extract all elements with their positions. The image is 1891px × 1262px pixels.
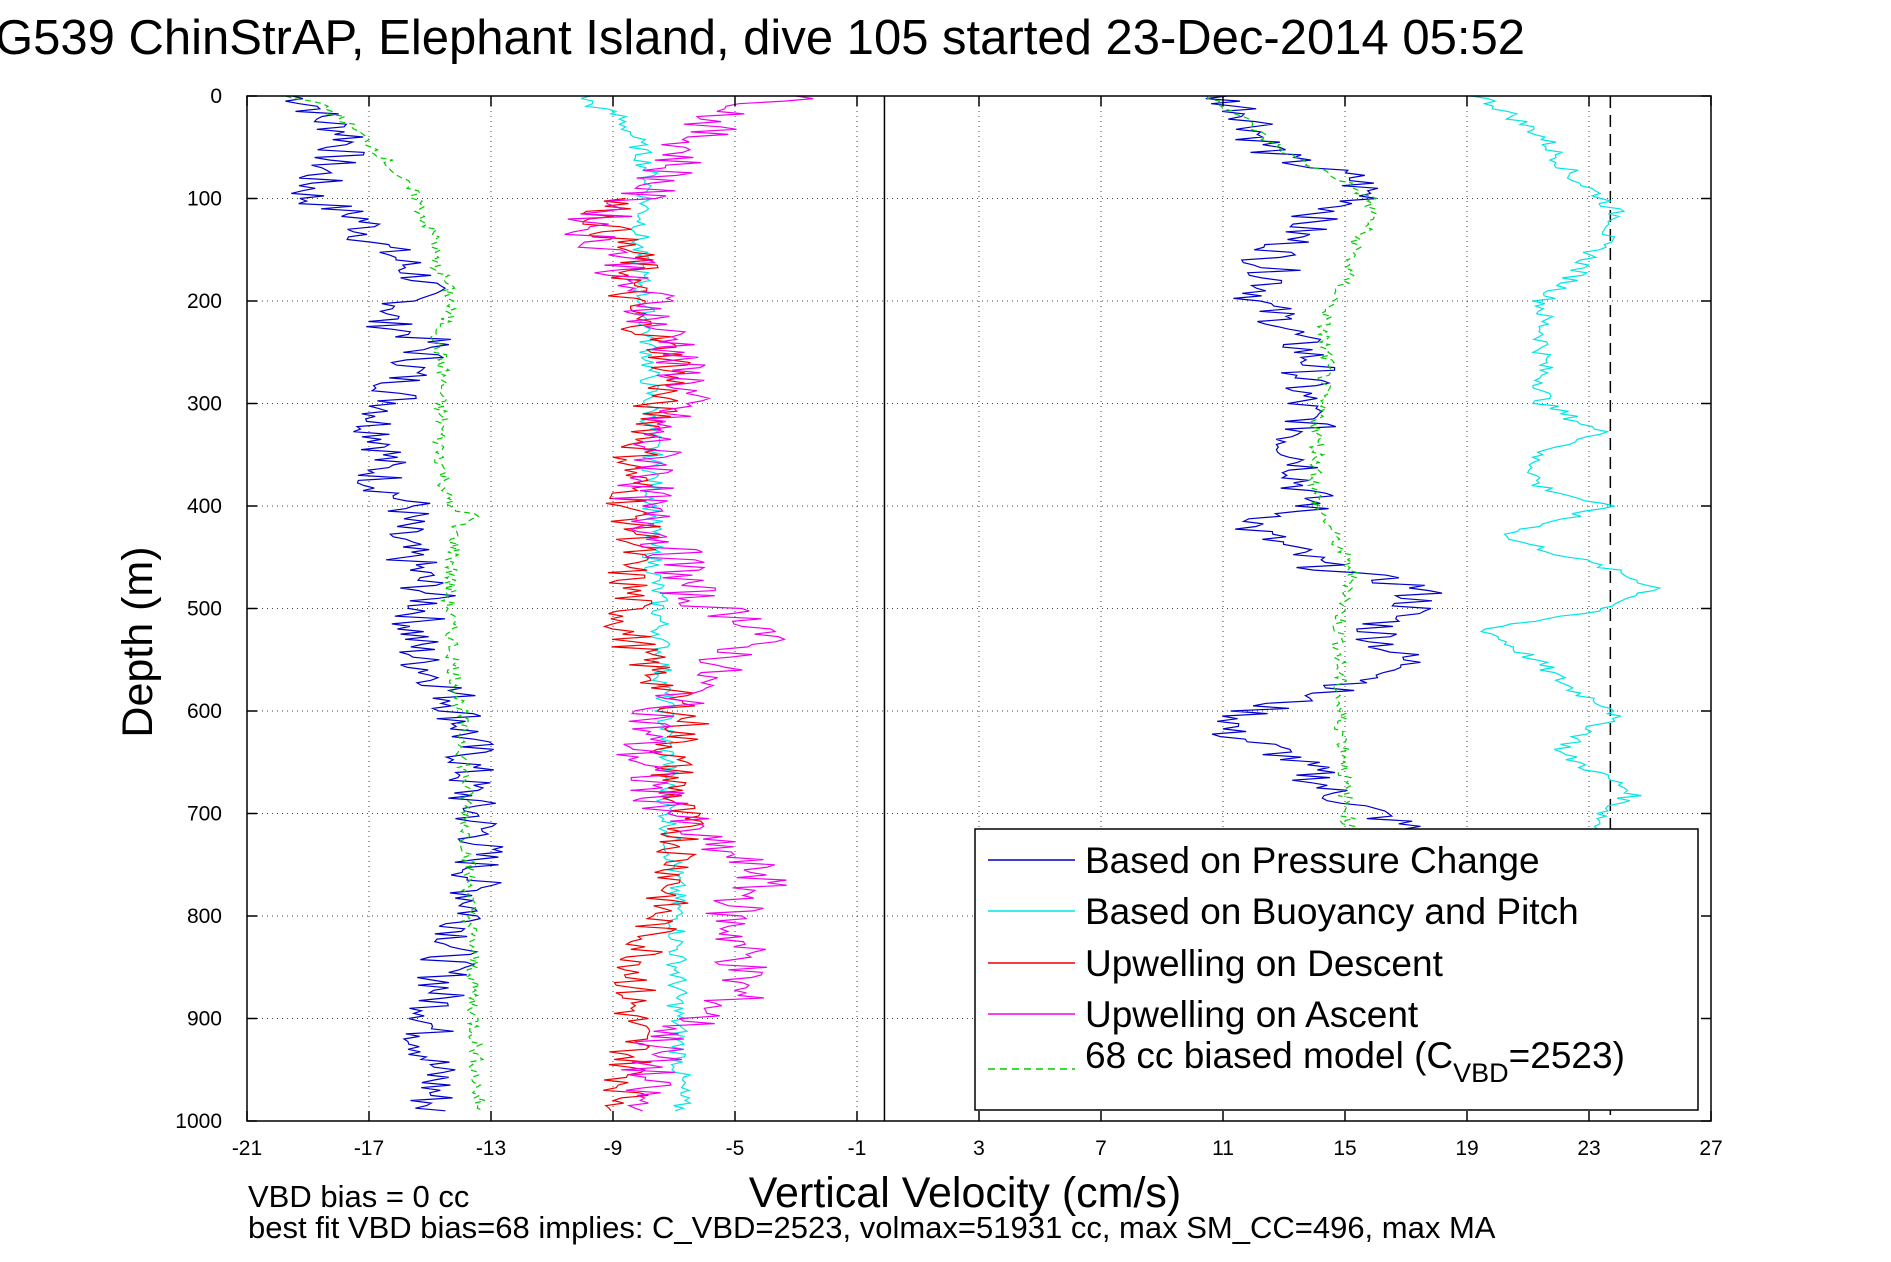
y-tick-label: 500 [187,598,222,621]
x-tick-label: -13 [476,1137,506,1160]
ticks [246,95,1712,1122]
x-tick-labels: -21 -17 -13 -9 -5 -1 3 7 11 15 19 23 27 [232,1137,1723,1160]
y-tick-label: 800 [187,905,222,928]
x-tick-label: 19 [1455,1137,1478,1160]
legend-frame [974,828,1699,1111]
y-tick-label: 100 [187,188,222,211]
x-tick-label: -5 [726,1137,745,1160]
x-axis-label: Vertical Velocity (cm/s) [749,1169,1182,1217]
series-line-0-descent [285,95,504,1112]
series-line-3 [564,95,814,1112]
y-tick-label: 700 [187,803,222,826]
legend-label-model: 68 cc biased model (CVBD=2523) [1085,1035,1625,1088]
legend: Based on Pressure Change Based on Buoyan… [974,828,1699,1111]
series-line-1-ascent [1470,95,1662,835]
y-tick-label: 1000 [175,1110,222,1133]
legend-label-pressure: Based on Pressure Change [1085,840,1540,881]
y-tick-label: 900 [187,1008,222,1031]
x-tick-label: 7 [1095,1137,1107,1160]
series-line-4-descent [285,95,486,1112]
vbd-bias-annotation: VBD bias = 0 cc [248,1179,469,1214]
x-tick-label: -21 [232,1137,262,1160]
legend-label-model-suffix: =2523) [1509,1035,1625,1076]
y-axis-label: Depth (m) [114,546,162,737]
legend-label-model-sub: VBD [1453,1058,1509,1088]
y-tick-labels: 0 100 200 300 400 500 600 700 800 900 1000 [175,85,222,1133]
best-fit-annotation: best fit VBD bias=68 implies: C_VBD=2523… [248,1210,1496,1245]
x-tick-label: 15 [1333,1137,1356,1160]
y-tick-label: 600 [187,700,222,723]
legend-label-descent: Upwelling on Descent [1085,943,1444,984]
reference-lines [883,96,1612,1121]
chart-title: G539 ChinStrAP, Elephant Island, dive 10… [0,11,1525,65]
series-line-2 [580,197,710,1112]
x-tick-label: -1 [848,1137,867,1160]
x-tick-label: 27 [1699,1137,1722,1160]
y-tick-label: 0 [210,85,222,108]
series-line-0-ascent [1205,95,1443,835]
y-tick-label: 300 [187,393,222,416]
series-line-4-ascent [1206,95,1378,835]
legend-label-ascent: Upwelling on Ascent [1085,994,1419,1035]
x-tick-label: 11 [1212,1137,1234,1160]
x-tick-label: -17 [354,1137,384,1160]
x-tick-label: -9 [604,1137,623,1160]
y-tick-label: 400 [187,495,222,518]
legend-label-buoyancy: Based on Buoyancy and Pitch [1085,891,1579,932]
x-tick-label: 23 [1577,1137,1600,1160]
y-tick-label: 200 [187,290,222,313]
series-line-1-descent [580,95,693,1112]
legend-label-model-main: 68 cc biased model (C [1085,1035,1453,1076]
plot-lines [285,95,1662,1112]
x-tick-label: 3 [973,1137,985,1160]
